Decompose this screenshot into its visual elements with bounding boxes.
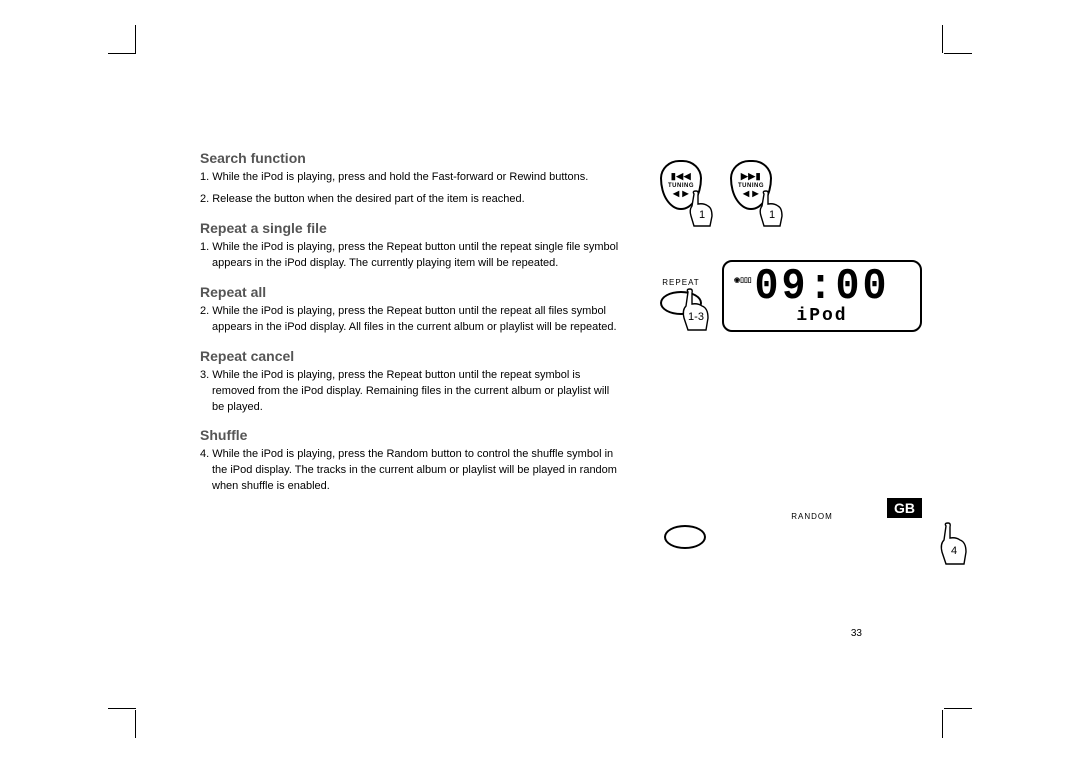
crop-mark xyxy=(135,25,136,53)
section-para: 2. While the iPod is playing, press the … xyxy=(200,304,620,336)
forward-icon: ▶▶▮ xyxy=(741,172,761,181)
hand-icon: 1-3 xyxy=(678,288,716,337)
crop-mark xyxy=(942,25,943,53)
page-number: 33 xyxy=(851,628,862,639)
section-para: 3. While the iPod is playing, press the … xyxy=(200,368,620,416)
text-column: Search function 1. While the iPod is pla… xyxy=(200,150,620,507)
section-title: Repeat cancel xyxy=(200,348,620,364)
rewind-button-illustration: ▮◀◀ TUNING ◀ ▶ 1 xyxy=(660,160,702,210)
repeat-button-illustration: REPEAT 1-3 xyxy=(660,278,702,315)
section-para: 1. While the iPod is playing, press the … xyxy=(200,240,620,272)
random-oval-icon xyxy=(664,525,706,549)
forward-button-illustration: ▶▶▮ TUNING ◀ ▶ 1 xyxy=(730,160,772,210)
illustration-column: ▮◀◀ TUNING ◀ ▶ 1 ▶▶▮ TUNING ◀ ▶ 1 xyxy=(660,160,960,549)
crop-mark xyxy=(942,710,943,738)
section-repeat-all: Repeat all 2. While the iPod is playing,… xyxy=(200,284,620,336)
section-para: 2. Release the button when the desired p… xyxy=(200,192,620,208)
repeat-label: REPEAT xyxy=(660,278,702,287)
crop-mark xyxy=(944,708,972,709)
lcd-display: ◉▯▯▯ 09:00 iPod xyxy=(722,260,922,332)
step-number: 4 xyxy=(951,545,957,557)
section-title: Repeat a single file xyxy=(200,220,620,236)
section-para: 4. While the iPod is playing, press the … xyxy=(200,447,620,495)
hand-icon: 4 xyxy=(936,522,974,571)
crop-mark xyxy=(108,708,136,709)
step-number: 1-3 xyxy=(688,311,704,323)
hand-icon: 1 xyxy=(756,190,790,228)
lcd-time: 09:00 xyxy=(742,266,902,310)
section-para: 1. While the iPod is playing, press and … xyxy=(200,170,620,186)
crop-mark xyxy=(108,53,136,54)
repeat-row: REPEAT 1-3 ◉▯▯▯ 09:00 iPod xyxy=(660,260,960,332)
section-search: Search function 1. While the iPod is pla… xyxy=(200,150,620,208)
section-title: Shuffle xyxy=(200,427,620,443)
step-number: 1 xyxy=(769,209,775,221)
tuning-buttons-row: ▮◀◀ TUNING ◀ ▶ 1 ▶▶▮ TUNING ◀ ▶ 1 xyxy=(660,160,960,210)
section-title: Repeat all xyxy=(200,284,620,300)
section-title: Search function xyxy=(200,150,620,166)
section-shuffle: Shuffle 4. While the iPod is playing, pr… xyxy=(200,427,620,495)
step-number: 1 xyxy=(699,209,705,221)
section-repeat-single: Repeat a single file 1. While the iPod i… xyxy=(200,220,620,272)
section-repeat-cancel: Repeat cancel 3. While the iPod is playi… xyxy=(200,348,620,416)
language-badge: GB xyxy=(887,498,922,518)
rewind-icon: ▮◀◀ xyxy=(671,172,691,181)
crop-mark xyxy=(135,710,136,738)
hand-icon: 1 xyxy=(686,190,720,228)
crop-mark xyxy=(944,53,972,54)
